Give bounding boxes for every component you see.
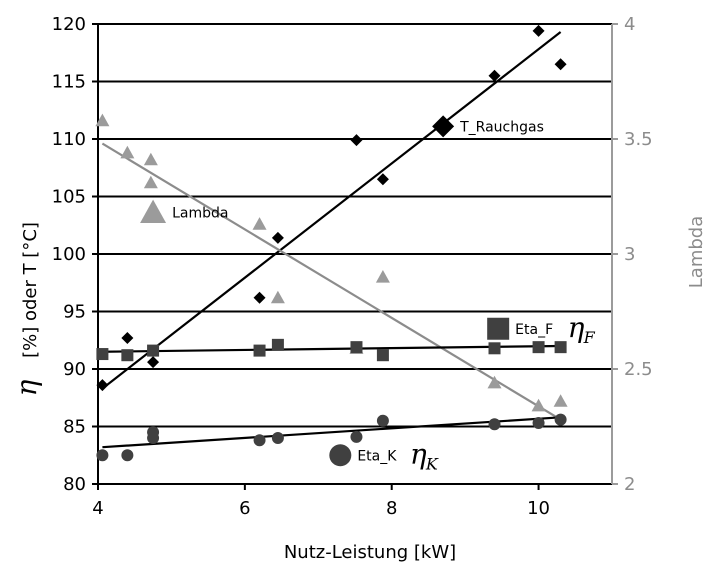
t-rauchgas-point-4: [271, 231, 284, 244]
annotation-eta-sub-eta-k: K: [425, 454, 439, 473]
annotation-marker-lambda: [140, 199, 167, 223]
lambda-point-1: [120, 145, 135, 159]
y-left-tick-110: 110: [52, 129, 86, 150]
y-left-tick-90: 90: [63, 359, 86, 380]
eta-f-point-7: [488, 342, 501, 355]
y-left-tick-85: 85: [63, 417, 86, 438]
t-rauchgas-point-0: [96, 379, 109, 392]
y-left-tick-80: 80: [63, 474, 86, 495]
annotation-marker-eta-f: [487, 317, 510, 340]
eta-f-point-9: [554, 341, 567, 354]
tick-labels: 80 85 90 95 100 105 110 115 120 2 2.5 3 3.5 4 4 6 8 10: [52, 14, 653, 519]
axes: [92, 23, 618, 490]
lambda-point-5: [270, 290, 285, 304]
t-rauchgas-point-7: [488, 69, 501, 82]
y-left-tick-100: 100: [52, 244, 86, 265]
annotation-marker-eta-k: [329, 444, 352, 467]
t-rauchgas-point-1: [121, 331, 134, 344]
eta-f-point-8: [532, 341, 545, 354]
x-axis-label: Nutz-Leistung [kW]: [284, 542, 456, 563]
t-rauchgas-point-5: [350, 134, 363, 147]
y-axis-symbol-eta: η: [10, 379, 43, 396]
y-right-tick-4: 4: [624, 14, 635, 35]
annotation-marker-t-rauchgas: [432, 115, 455, 138]
lambda-point-9: [531, 398, 546, 412]
annotation-label-t-rauchgas: T_Rauchgas: [459, 119, 544, 135]
eta-k-point-9: [532, 417, 545, 430]
x-tick-8: 8: [386, 498, 397, 519]
y-left-tick-105: 105: [52, 187, 86, 208]
eta-f-point-6: [376, 349, 389, 362]
t-rauchgas-point-9: [554, 58, 567, 71]
trendline-t-rauchgas: [101, 31, 562, 390]
grid: [98, 23, 612, 428]
y-axis-symbol-left: η: [10, 379, 43, 396]
eta-f-point-2: [147, 344, 160, 357]
y-left-tick-95: 95: [63, 302, 86, 323]
y-right-tick-0: 2: [624, 474, 635, 495]
eta-k-point-0: [96, 449, 109, 462]
trendlines: [101, 31, 562, 449]
x-tick-6: 6: [239, 498, 250, 519]
eta-k-point-1: [121, 449, 134, 462]
eta-k-point-5: [271, 432, 284, 444]
annotation-label-eta-f: Eta_F: [515, 322, 553, 338]
t-rauchgas-point-3: [253, 291, 266, 304]
data-points: [95, 24, 568, 462]
lambda-point-3: [143, 175, 158, 189]
trendline-eta-k: [102, 416, 561, 449]
y-axis-label-right-text: Lambda: [686, 216, 704, 288]
annotation-eta-eta-k: η: [410, 437, 427, 470]
annotation-label-lambda: Lambda: [172, 206, 228, 222]
eta-k-point-10: [554, 413, 567, 426]
annotation-eta-eta-f: η: [568, 311, 585, 344]
eta-k-point-3: [147, 426, 160, 439]
y-right-tick-3: 3.5: [624, 129, 653, 150]
trendline-lambda: [101, 142, 562, 421]
y-axis-label-right: Lambda: [686, 216, 704, 288]
x-tick-4: 4: [92, 498, 103, 519]
t-rauchgas-point-2: [147, 356, 160, 369]
annotation-label-eta-k: Eta_K: [357, 448, 397, 464]
eta-f-point-4: [271, 338, 284, 351]
annotation-eta-sub-eta-f: F: [583, 328, 596, 347]
lambda-point-10: [553, 394, 568, 407]
eta-k-point-8: [488, 418, 501, 431]
y-axis-label-left-text: [%] oder T [°C]: [20, 222, 41, 358]
trendline-eta-f: [102, 344, 561, 353]
t-rauchgas-point-8: [532, 24, 545, 37]
t-rauchgas-point-6: [376, 173, 389, 186]
x-tick-10: 10: [527, 498, 550, 519]
lambda-point-8: [487, 375, 502, 389]
eta-f-point-5: [350, 341, 363, 354]
y-axis-label-left: [%] oder T [°C]: [20, 222, 41, 358]
eta-k-point-4: [253, 434, 266, 447]
eta-k-point-7: [376, 414, 389, 427]
lambda-point-0: [95, 113, 110, 127]
y-right-tick-2: 3: [624, 244, 635, 265]
lambda-point-4: [252, 217, 267, 230]
lambda-point-7: [375, 270, 390, 283]
lambda-point-2: [143, 152, 158, 166]
eta-k-point-6: [350, 430, 363, 443]
eta-f-point-0: [96, 348, 109, 361]
eta-f-point-1: [121, 349, 134, 362]
y-left-tick-115: 115: [52, 72, 86, 93]
y-left-tick-120: 120: [52, 14, 86, 35]
eta-f-point-3: [253, 344, 266, 357]
y-right-tick-1: 2.5: [624, 359, 653, 380]
